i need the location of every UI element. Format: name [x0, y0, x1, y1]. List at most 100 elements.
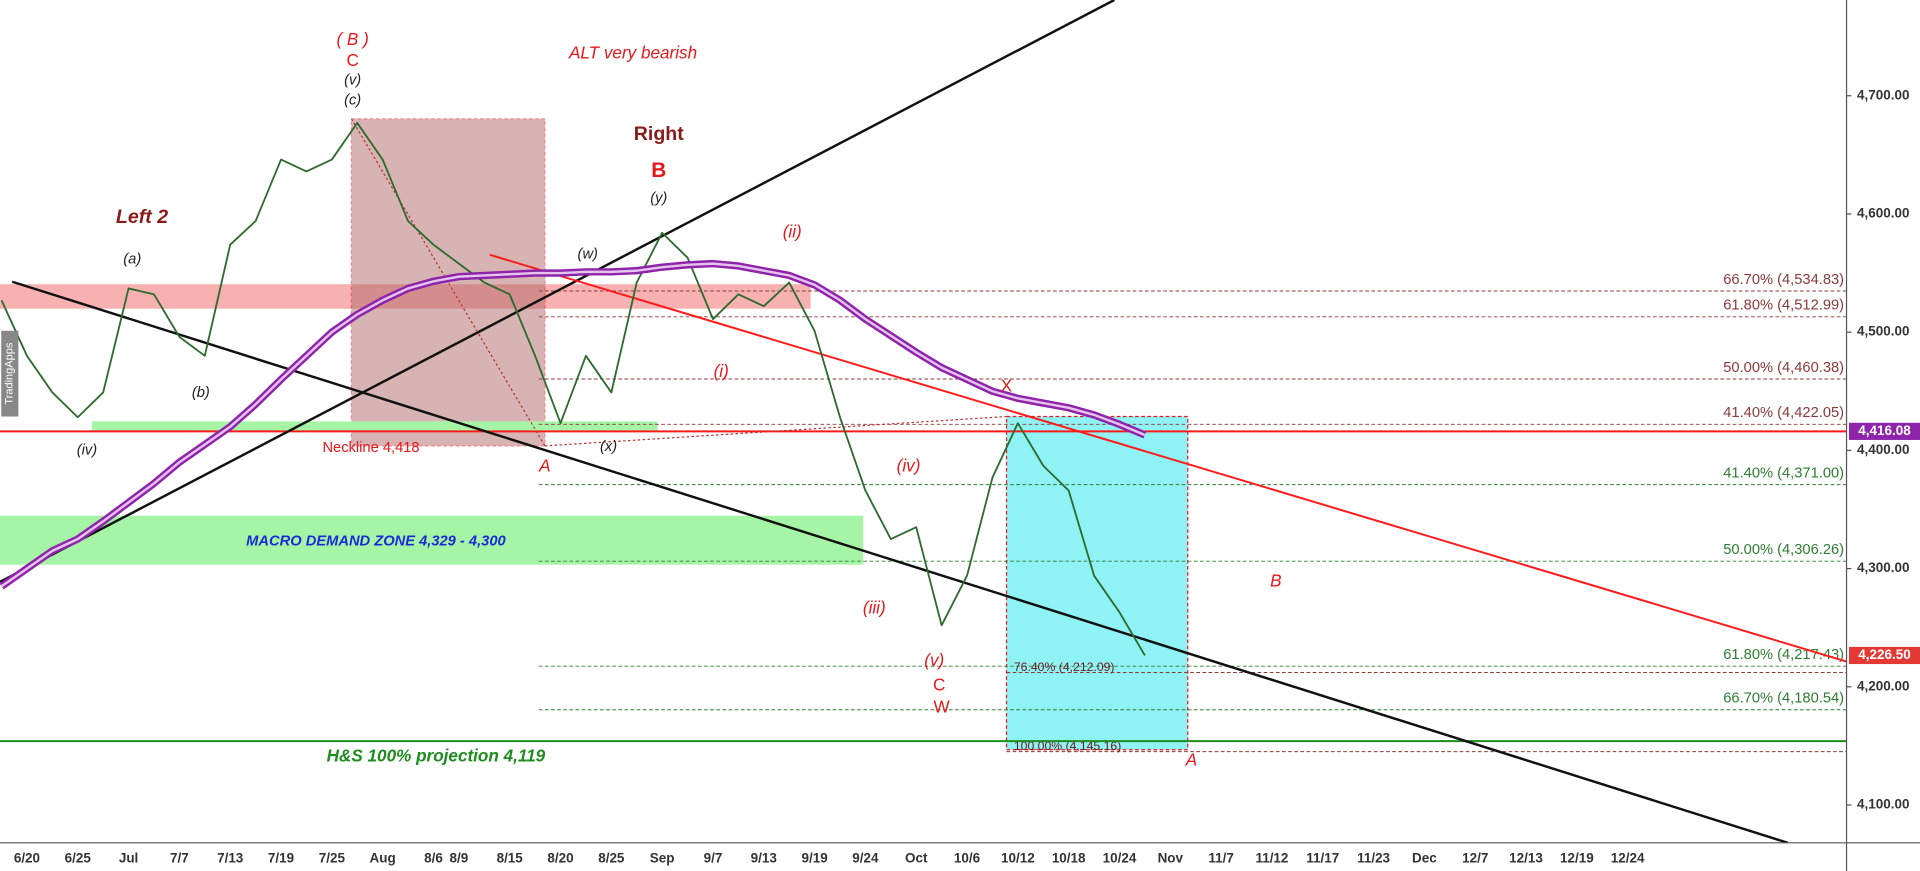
x-tick-label: 9/19: [801, 850, 827, 865]
x-tick-label: 8/9: [450, 850, 469, 865]
x-tick-label: 6/25: [65, 850, 92, 865]
x-tick-label: 8/25: [598, 850, 625, 865]
x-tick-label: 8/6: [424, 850, 443, 865]
annotation: C: [933, 675, 945, 695]
annotation: B: [1270, 570, 1281, 590]
x-tick-label: 12/24: [1611, 850, 1645, 865]
annotation: (iii): [863, 597, 886, 617]
neckline-zone: [91, 421, 658, 432]
annotation: (v): [344, 73, 361, 89]
y-tick-label: 4,300.00: [1857, 560, 1909, 575]
annotation: (c): [344, 92, 361, 108]
series-line-inner: [0, 262, 1146, 588]
axes: 4,100.00 4,200.00 4,300.00 4,400.00 4,500.00…: [14, 87, 1920, 865]
y-tick-label: 4,100.00: [1857, 797, 1909, 812]
x-tick-label: 10/12: [1001, 850, 1035, 865]
level-label: 66.70% (4,534.83): [1723, 272, 1844, 288]
target-box: [1005, 415, 1189, 751]
x-tick-label: Dec: [1412, 850, 1437, 865]
level-label: 61.80% (4,512.99): [1723, 298, 1844, 314]
x-tick-label: Oct: [905, 850, 928, 865]
x-tick-label: 10/6: [954, 850, 980, 865]
annotation: (y): [650, 190, 667, 206]
annotation: H&S 100% projection 4,119: [327, 746, 546, 766]
annotation: Neckline 4,418: [322, 440, 419, 456]
trendline: [11, 280, 1789, 844]
levels: 66.70% (4,534.83) 61.80% (4,512.99) 50.00%…: [0, 272, 1847, 753]
price-label: 4,416.08: [1858, 423, 1911, 438]
annotation: (x): [600, 439, 617, 455]
x-tick-label: 6/20: [14, 850, 40, 865]
annotation: W: [934, 697, 951, 717]
x-tick-label: Sep: [650, 850, 675, 865]
y-tick-label: 4,500.00: [1857, 324, 1909, 339]
annotation: ( B ): [336, 29, 368, 49]
y-tick-label: 4,200.00: [1857, 678, 1909, 693]
annotation: (ii): [783, 221, 802, 241]
series: [0, 122, 1147, 656]
x-axis-panel: [0, 842, 1920, 871]
series-line: [0, 122, 1146, 656]
annotation: Left 2: [116, 206, 168, 228]
x-tick-label: Aug: [370, 850, 396, 865]
annotation: (v): [924, 650, 944, 670]
y-tick-label: 4,400.00: [1857, 442, 1909, 457]
annotation: ALT very bearish: [568, 42, 697, 62]
x-tick-label: 10/18: [1052, 850, 1086, 865]
demand-zone: [0, 515, 864, 565]
x-tick-label: 11/7: [1208, 850, 1233, 865]
level-label: 66.70% (4,180.54): [1723, 691, 1844, 707]
x-tick-label: 9/13: [751, 850, 777, 865]
x-tick-label: 7/25: [319, 850, 346, 865]
x-tick-label: 7/13: [217, 850, 243, 865]
x-tick-label: Nov: [1158, 850, 1184, 865]
x-tick-label: 7/7: [170, 850, 189, 865]
price-label-box: [1848, 422, 1920, 440]
x-tick-label: 11/12: [1255, 850, 1288, 865]
annotation: (iv): [897, 455, 921, 475]
level-label: 41.40% (4,422.05): [1723, 405, 1844, 421]
y-tick-label: 4,700.00: [1857, 87, 1909, 102]
annotation: B: [651, 159, 666, 182]
x-tick-label: 12/13: [1509, 850, 1543, 865]
annotation: X: [1001, 376, 1013, 396]
trendline: [0, 0, 1115, 583]
x-tick-label: 9/24: [852, 850, 879, 865]
wave-line: [544, 415, 1007, 447]
annotation: (iv): [77, 443, 97, 459]
level-label: 50.00% (4,460.38): [1723, 360, 1844, 376]
annotation: (a): [123, 252, 141, 268]
x-tick-label: 10/24: [1103, 850, 1137, 865]
y-tick-label: 4,600.00: [1857, 206, 1909, 221]
x-tick-label: Jul: [119, 850, 138, 865]
annotation: MACRO DEMAND ZONE 4,329 - 4,300: [246, 533, 506, 549]
x-tick-label: 9/7: [704, 850, 723, 865]
annotation: C: [346, 50, 358, 70]
annotation: (w): [578, 247, 598, 263]
annotation: (i): [714, 361, 729, 381]
level-label: 41.40% (4,371.00): [1723, 466, 1844, 482]
x-tick-label: 7/19: [268, 850, 294, 865]
annotation: A: [538, 455, 550, 475]
annotation: A: [1185, 749, 1197, 769]
x-tick-label: 12/7: [1462, 850, 1488, 865]
price-label-box: [1848, 646, 1920, 665]
x-tick-label: 8/15: [497, 850, 524, 865]
price-label: 4,226.50: [1858, 647, 1910, 662]
annotation: Right: [634, 123, 684, 145]
x-tick-label: 11/17: [1306, 850, 1339, 865]
time-box: [350, 118, 546, 447]
level-label: 50.00% (4,306.26): [1723, 542, 1844, 558]
x-tick-label: 12/19: [1560, 850, 1594, 865]
x-tick-label: 11/23: [1357, 850, 1390, 865]
watermark-box: [1, 330, 19, 417]
watermark: TradingApps: [4, 342, 16, 405]
trendline: [489, 253, 1847, 663]
level-label: 100.00% (4,145.16): [1014, 739, 1121, 753]
level-label: 76.40% (4,212.09): [1014, 660, 1115, 674]
x-tick-label: 8/20: [547, 850, 573, 865]
annotation: (b): [192, 385, 210, 401]
